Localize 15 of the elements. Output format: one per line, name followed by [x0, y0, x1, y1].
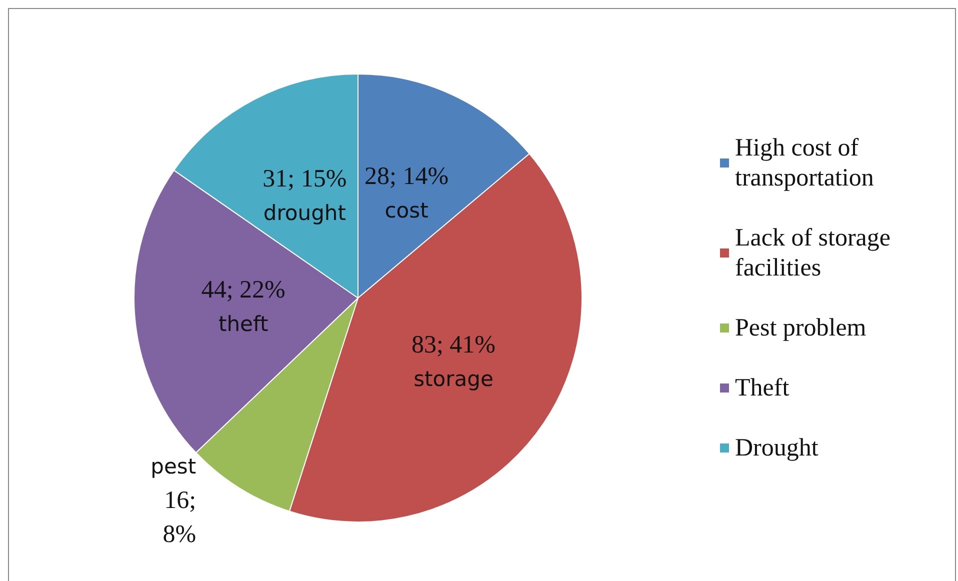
data-label: 83; 41%	[411, 332, 496, 359]
data-label: 28; 14%	[364, 163, 449, 190]
legend-label: Pest problem	[735, 314, 867, 342]
data-label: 16; 8%	[162, 487, 196, 548]
legend-label: High cost of transportation	[735, 134, 874, 192]
legend-label: Drought	[735, 434, 818, 462]
text: theft	[218, 312, 268, 336]
legend-label: Lack of storage facilities	[735, 224, 897, 282]
text: pest	[150, 454, 196, 479]
legend-label: Theft	[735, 374, 790, 402]
data-label: 31; 15%	[262, 166, 347, 193]
text: cost	[384, 198, 428, 223]
text: storage	[414, 367, 494, 392]
text: drought	[263, 201, 346, 226]
data-label: 44; 22%	[201, 276, 286, 304]
